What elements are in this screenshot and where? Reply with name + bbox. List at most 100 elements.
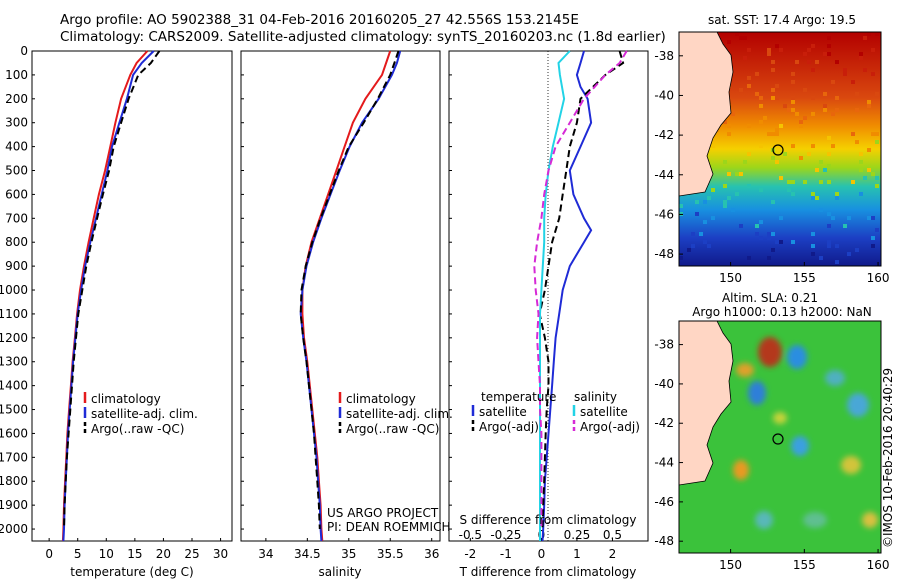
sst-pixel [827,44,831,48]
sst-pixel [867,168,871,172]
sla-high-1 [758,337,782,367]
sst-pixel [835,60,839,64]
sst-pixel [819,160,823,164]
depth-tick-label: 800 [5,235,28,249]
depth-tick-label: 1300 [0,355,28,369]
sst-pixel [875,228,879,232]
sst-pixel [791,192,795,196]
sst-pixel [875,32,879,36]
sst-pixel [823,52,827,56]
sst-pixel [811,196,815,200]
sst-pixel [767,48,771,52]
sst-pixel [843,68,847,72]
sst-lat-tick-labels: -38 -40 -42 -44 -46 -48 [654,49,683,261]
sla-low-4 [847,393,869,417]
difference-panel: -2 -1 0 1 2 -0.5 -0.25 0 0.25 0.5 temperature sal… [448,50,649,579]
t-difference-xlabel: T difference from climatology [459,565,637,579]
sst-map-title: sat. SST: 17.4 Argo: 19.5 [708,13,856,27]
sst-pixel [747,124,751,128]
sst-pixel [787,180,791,184]
depth-tick-labels: 0 100 200 300 400 500 600 700 800 900 1000 1100 1200… [0,44,452,536]
lat-tick-label: -42 [654,128,674,142]
depth-tick-label: 1400 [0,379,28,393]
depth-tick-label: 1500 [0,403,28,417]
difference-series [533,50,628,542]
sst-map-frame [678,31,882,267]
sst-pixel [727,196,731,200]
sst-pixel [835,192,839,196]
temperature-xlabel: temperature (deg C) [70,565,193,579]
sst-pixel [803,88,807,92]
sst-pixel [747,76,751,80]
sst-pixel [711,216,715,220]
sst-pixel [735,172,739,176]
sst-pixel [723,204,727,208]
sst-pixel [835,108,839,112]
sst-pixel [811,44,815,48]
sst-pixel [859,52,863,56]
sst-pixel [811,232,815,236]
sst-pixel [875,132,879,136]
x-tick-label: 2 [609,547,617,561]
sst-pixel [783,104,787,108]
sst-pixel [795,60,799,64]
sst-pixel [775,160,779,164]
depth-tick-label: 900 [5,259,28,273]
sst-pixel [791,144,795,148]
x-tick-label: 30 [213,547,228,561]
sst-pixel [827,152,831,156]
sst-pixel [755,232,759,236]
series-line [61,50,149,542]
x-tick-label: 0 [538,547,546,561]
sst-pixel [771,96,775,100]
depth-tick-label: 700 [5,211,28,225]
sst-pixel [755,72,759,76]
sst-pixel [771,232,775,236]
x-tick-label: 36 [424,547,439,561]
sst-pixel [811,112,815,116]
sst-pixel [727,40,731,44]
sst-pixel [811,252,815,256]
sst-pixel [855,92,859,96]
sst-pixel [743,160,747,164]
sla-lon-tick-labels: 150 155 160 [719,549,890,572]
sst-pixel [875,92,879,96]
x-tick-label: 15 [127,547,142,561]
s-tick-label: -0.25 [490,528,521,542]
sst-pixel [855,248,859,252]
lat-tick-label: -42 [654,416,674,430]
sst-pixel [727,124,731,128]
x-tick-label: 5 [74,547,82,561]
lon-tick-label: 160 [867,558,890,572]
sst-pixel [831,216,835,220]
x-tick-label: 25 [184,547,199,561]
sla-high-4 [773,412,787,424]
sst-pixel [871,216,875,220]
depth-tick-label: 500 [5,164,28,178]
sst-pixel [755,224,759,228]
sst-pixel [723,160,727,164]
sst-pixel [775,128,779,132]
sst-pixel [867,104,871,108]
sst-pixel [807,152,811,156]
sst-pixel [747,84,751,88]
difference-line [541,50,593,542]
x-tick-label: -1 [500,547,512,561]
depth-tick-label: 1800 [0,474,28,488]
x-tick-label: -2 [464,547,476,561]
sst-pixel [787,188,791,192]
sla-low-2 [748,381,766,405]
sst-pixel [723,120,727,124]
depth-tick-label: 200 [5,92,28,106]
sst-pixel [803,52,807,56]
sst-pixel [767,52,771,56]
sst-pixel [811,96,815,100]
sst-pixel [767,256,771,260]
sst-pixel [847,216,851,220]
sst-pixel [767,236,771,240]
sst-lon-tick-labels: 150 155 160 [719,262,890,285]
x-tick-label: 10 [99,547,114,561]
sst-pixel [691,232,695,236]
sst-pixel [823,104,827,108]
